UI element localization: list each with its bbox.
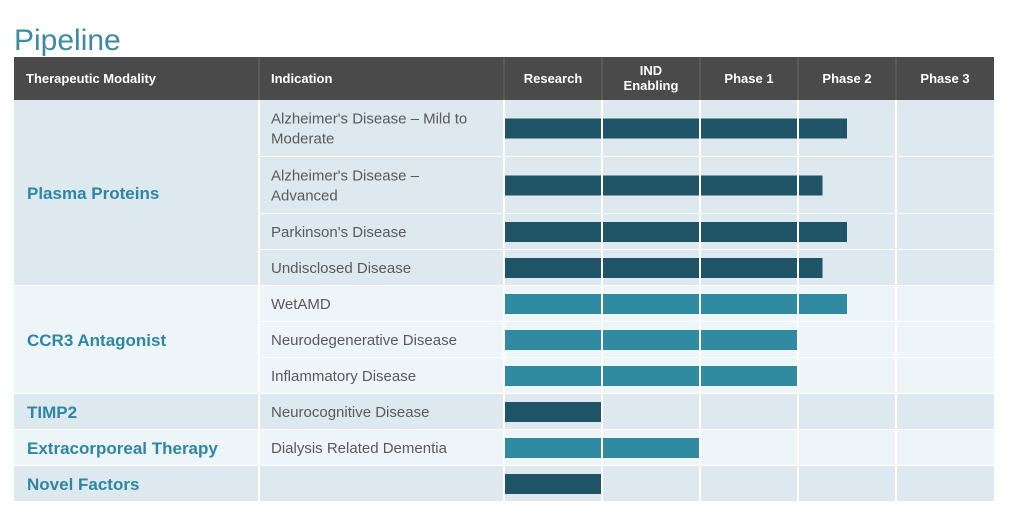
indication-label: Parkinson's Disease xyxy=(271,224,406,241)
modality-label: Novel Factors xyxy=(27,475,139,494)
column-header-phase-2: Phase 2 xyxy=(822,71,871,86)
progress-bar xyxy=(504,118,847,139)
modality-label: CCR3 Antagonist xyxy=(27,331,166,350)
progress-bar xyxy=(504,258,823,278)
indication-label: Undisclosed Disease xyxy=(271,260,411,277)
page-title: Pipeline xyxy=(14,24,121,58)
progress-bar xyxy=(504,294,847,314)
indication-label: Alzheimer's Disease – Mild to Moderate xyxy=(271,111,467,148)
progress-bar xyxy=(504,402,602,422)
progress-bar xyxy=(504,222,847,242)
column-header-phase-3: Phase 3 xyxy=(920,71,969,86)
progress-bar xyxy=(504,175,823,196)
modality-label: Plasma Proteins xyxy=(27,184,159,203)
column-header-therapeutic-modality: Therapeutic Modality xyxy=(26,71,157,86)
indication-label: Dialysis Related Dementia xyxy=(271,440,448,457)
indication-label: WetAMD xyxy=(271,296,331,313)
pipeline-chart: Therapeutic Modality Indication Research IN… xyxy=(14,57,994,503)
progress-bar xyxy=(504,474,602,494)
modality-label: TIMP2 xyxy=(27,403,77,422)
column-header-ind-enabling: IND Enabling xyxy=(624,63,679,93)
column-header-research: Research xyxy=(524,71,583,86)
column-header-indication: Indication xyxy=(271,71,332,86)
indication-label: Neurocognitive Disease xyxy=(271,404,429,421)
progress-bar xyxy=(504,330,798,350)
progress-bar xyxy=(504,366,798,386)
indication-label: Inflammatory Disease xyxy=(271,368,416,385)
modality-label: Extracorporeal Therapy xyxy=(27,439,218,458)
indication-label: Neurodegenerative Disease xyxy=(271,332,457,349)
indication-label: Alzheimer's Disease – Advanced xyxy=(271,168,420,205)
column-header-phase-1: Phase 1 xyxy=(724,71,773,86)
